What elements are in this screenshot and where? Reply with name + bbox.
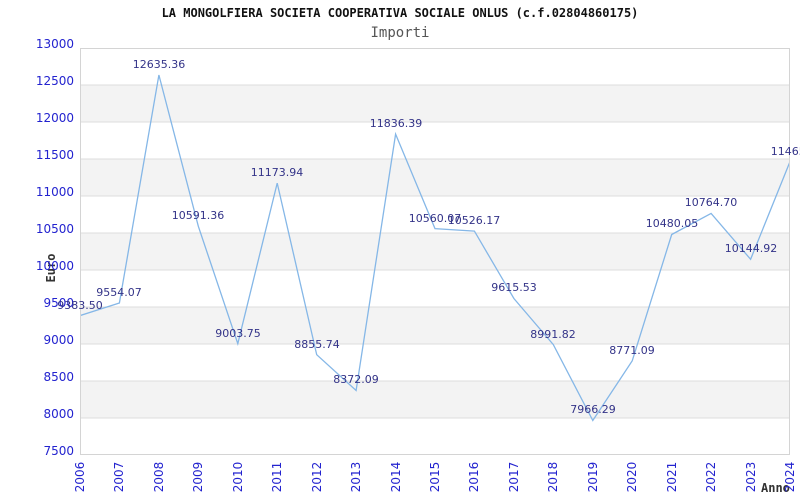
y-tick-label: 11000 xyxy=(35,185,74,199)
x-tick-label: 2011 xyxy=(270,461,284,493)
x-tick-label: 2017 xyxy=(507,461,521,493)
x-tick-label: 2015 xyxy=(428,461,442,493)
data-point-label: 8855.74 xyxy=(294,338,340,351)
y-tick-label: 7500 xyxy=(43,444,74,458)
x-tick-label: 2024 xyxy=(783,461,797,493)
y-tick-label: 12000 xyxy=(35,111,74,125)
y-tick-label: 10500 xyxy=(35,222,74,236)
x-tick-label: 2012 xyxy=(310,461,324,493)
data-point-label: 11836.39 xyxy=(369,117,423,130)
y-tick-label: 8000 xyxy=(43,407,74,421)
y-tick-label: 11500 xyxy=(35,148,74,162)
x-tick-label: 2009 xyxy=(191,461,205,493)
data-point-label: 10560.07 xyxy=(408,212,462,225)
data-point-label: 7966.29 xyxy=(570,403,616,416)
y-tick-label: 9000 xyxy=(43,333,74,347)
data-point-label: 9554.07 xyxy=(96,286,142,299)
x-tick-label: 2013 xyxy=(349,461,363,493)
y-tick-label: 8500 xyxy=(43,370,74,384)
grid-band xyxy=(80,85,790,122)
grid-band xyxy=(80,159,790,196)
x-axis-title: Anno xyxy=(761,481,790,495)
data-point-label: 12635.36 xyxy=(132,58,186,71)
x-tick-label: 2020 xyxy=(625,461,639,493)
x-tick-label: 2007 xyxy=(112,461,126,493)
y-tick-label: 9500 xyxy=(43,296,74,310)
y-tick-label: 10000 xyxy=(35,259,74,273)
grid-band xyxy=(80,381,790,418)
data-point-label: 10526.17 xyxy=(447,214,501,227)
x-tick-label: 2023 xyxy=(744,461,758,493)
data-point-label: 8771.09 xyxy=(609,344,655,357)
chart-title: LA MONGOLFIERA SOCIETA COOPERATIVA SOCIA… xyxy=(161,6,639,20)
data-point-label: 8372.09 xyxy=(333,373,379,386)
line-series xyxy=(79,74,791,422)
x-tick-label: 2010 xyxy=(231,461,245,493)
x-tick-label: 2016 xyxy=(467,461,481,493)
y-tick-label: 12500 xyxy=(35,74,74,88)
x-tick-label: 2022 xyxy=(704,461,718,493)
x-tick-label: 2014 xyxy=(389,461,403,493)
data-point-label: 11173.94 xyxy=(250,166,304,179)
data-point-label: 10480.05 xyxy=(645,217,699,230)
chart-svg xyxy=(79,48,791,455)
x-tick-label: 2021 xyxy=(665,461,679,493)
data-point-label: 9003.75 xyxy=(215,327,261,340)
x-tick-label: 2018 xyxy=(546,461,560,493)
data-point-label: 10591.36 xyxy=(171,209,225,222)
data-point-label: 8991.82 xyxy=(530,328,576,341)
y-tick-label: 13000 xyxy=(35,37,74,51)
data-point-label: 10764.70 xyxy=(684,196,738,209)
chart-subtitle: Importi xyxy=(370,25,430,41)
grid-band xyxy=(80,233,790,270)
data-point-label: 9615.53 xyxy=(491,281,537,294)
grid-band xyxy=(80,307,790,344)
plot-area xyxy=(79,48,791,455)
plot-border xyxy=(80,48,790,455)
data-point-label: 11465. xyxy=(770,145,800,158)
x-tick-label: 2006 xyxy=(73,461,87,493)
data-point-label: 10144.92 xyxy=(724,242,778,255)
x-tick-label: 2008 xyxy=(152,461,166,493)
x-tick-label: 2019 xyxy=(586,461,600,493)
data-point-label: 9383.50 xyxy=(57,299,103,312)
